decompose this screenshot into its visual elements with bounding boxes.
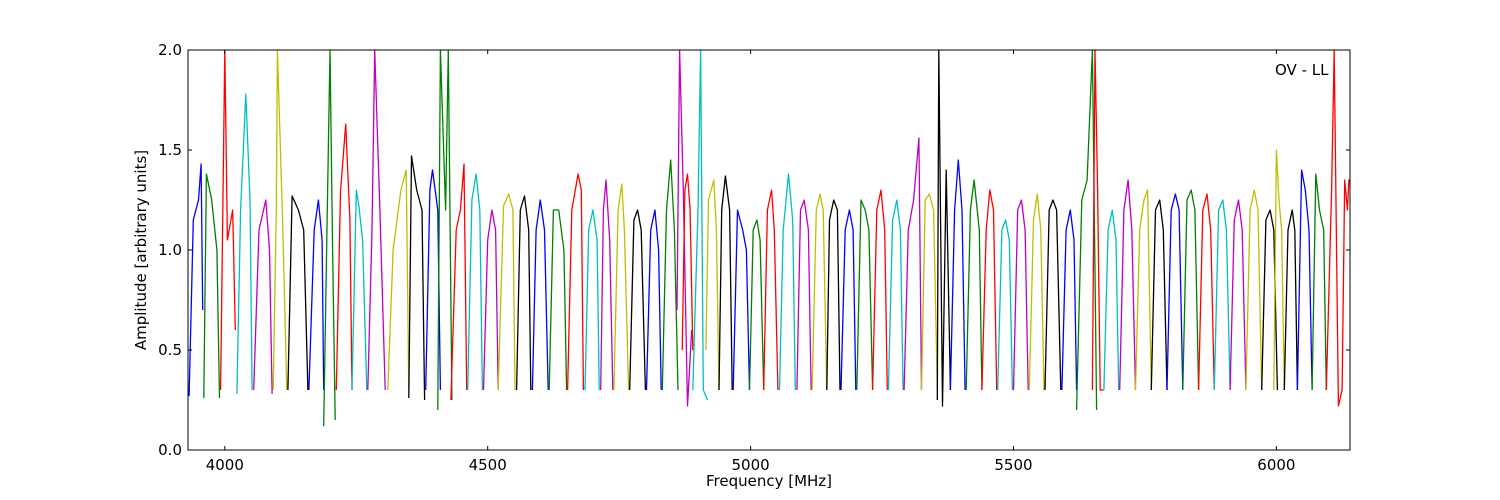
series-line-0 xyxy=(188,163,204,397)
series-line-43 xyxy=(856,199,874,391)
y-tick-label: 1.5 xyxy=(158,141,182,159)
series-line-13 xyxy=(408,155,426,401)
series-line-16 xyxy=(450,163,468,401)
series-line-54 xyxy=(1028,193,1045,391)
series-line-63 xyxy=(1166,193,1184,391)
series-line-2 xyxy=(219,50,236,391)
series-line-5 xyxy=(272,50,288,391)
series-line-22 xyxy=(548,209,568,391)
series-line-17 xyxy=(467,173,484,391)
series-line-72 xyxy=(1296,169,1313,391)
series-line-30 xyxy=(676,50,693,407)
series-line-66 xyxy=(1213,199,1231,391)
series-line-11 xyxy=(367,50,386,391)
series-line-59 xyxy=(1103,209,1120,391)
series-line-32 xyxy=(692,50,709,401)
series-line-61 xyxy=(1134,189,1152,391)
series-line-40 xyxy=(811,193,828,391)
series-line-75 xyxy=(1341,179,1350,391)
series-line-39 xyxy=(796,199,812,391)
series-line-4 xyxy=(253,199,273,395)
series-line-67 xyxy=(1229,199,1247,391)
series-line-27 xyxy=(629,209,647,391)
y-tick-label: 2.0 xyxy=(158,41,182,59)
series-line-18 xyxy=(482,209,499,391)
series-layer xyxy=(188,50,1350,427)
series-line-20 xyxy=(515,195,532,391)
series-line-70 xyxy=(1273,149,1285,391)
series-line-15 xyxy=(437,50,453,411)
series-line-12 xyxy=(387,169,410,391)
series-line-23 xyxy=(566,173,585,391)
series-line-38 xyxy=(778,173,796,391)
series-line-9 xyxy=(335,123,353,391)
series-line-10 xyxy=(351,189,368,391)
ticks-layer: 4000 4500 5000 5500 6000 0.0 0.5 1.0 1.5 2.0 xyxy=(158,41,1350,474)
x-tick-label: 5500 xyxy=(994,456,1032,474)
series-line-65 xyxy=(1197,193,1215,391)
y-tick-label: 0.0 xyxy=(158,441,182,459)
x-axis-label: Frequency [MHz] xyxy=(706,472,832,490)
series-line-3 xyxy=(236,93,253,395)
series-line-62 xyxy=(1150,199,1168,391)
series-line-7 xyxy=(308,199,325,391)
series-line-73 xyxy=(1311,173,1327,391)
series-line-6 xyxy=(287,195,309,391)
series-line-28 xyxy=(645,209,662,391)
series-line-36 xyxy=(748,219,765,391)
series-line-29 xyxy=(661,159,679,391)
series-line-60 xyxy=(1119,179,1137,391)
series-line-21 xyxy=(531,199,549,391)
y-axis-label: Amplitude [arbitrary units] xyxy=(132,150,150,350)
series-line-45 xyxy=(887,199,904,391)
chart-annotation: OV - LL xyxy=(1275,61,1329,79)
series-line-26 xyxy=(613,183,630,391)
series-line-47 xyxy=(920,193,938,391)
x-tick-label: 5000 xyxy=(732,456,770,474)
series-line-74 xyxy=(1325,50,1343,407)
series-line-68 xyxy=(1245,189,1263,391)
series-line-1 xyxy=(203,173,221,399)
series-line-55 xyxy=(1044,199,1062,391)
series-line-31 xyxy=(681,173,694,351)
y-tick-label: 1.0 xyxy=(158,241,182,259)
series-line-37 xyxy=(763,189,779,391)
series-line-8 xyxy=(323,50,336,427)
series-line-42 xyxy=(840,209,857,391)
series-line-24 xyxy=(584,209,600,391)
series-line-58 xyxy=(1091,50,1104,391)
series-line-35 xyxy=(732,209,751,391)
series-line-46 xyxy=(903,137,923,391)
series-line-52 xyxy=(997,219,1014,391)
y-tick-label: 0.5 xyxy=(158,341,182,359)
series-line-41 xyxy=(826,199,841,391)
series-line-53 xyxy=(1012,199,1029,391)
series-line-50 xyxy=(965,179,983,391)
series-line-71 xyxy=(1283,209,1299,391)
series-line-51 xyxy=(981,189,998,391)
series-line-33 xyxy=(705,179,720,391)
series-line-34 xyxy=(718,175,733,391)
series-line-49 xyxy=(949,159,966,391)
series-line-44 xyxy=(871,189,888,391)
x-tick-label: 6000 xyxy=(1257,456,1295,474)
x-tick-label: 4500 xyxy=(469,456,507,474)
series-line-56 xyxy=(1061,209,1078,391)
series-line-25 xyxy=(600,179,614,391)
x-tick-label: 4000 xyxy=(206,456,244,474)
series-line-48 xyxy=(936,50,952,407)
series-line-64 xyxy=(1182,189,1200,391)
series-line-19 xyxy=(497,193,516,391)
